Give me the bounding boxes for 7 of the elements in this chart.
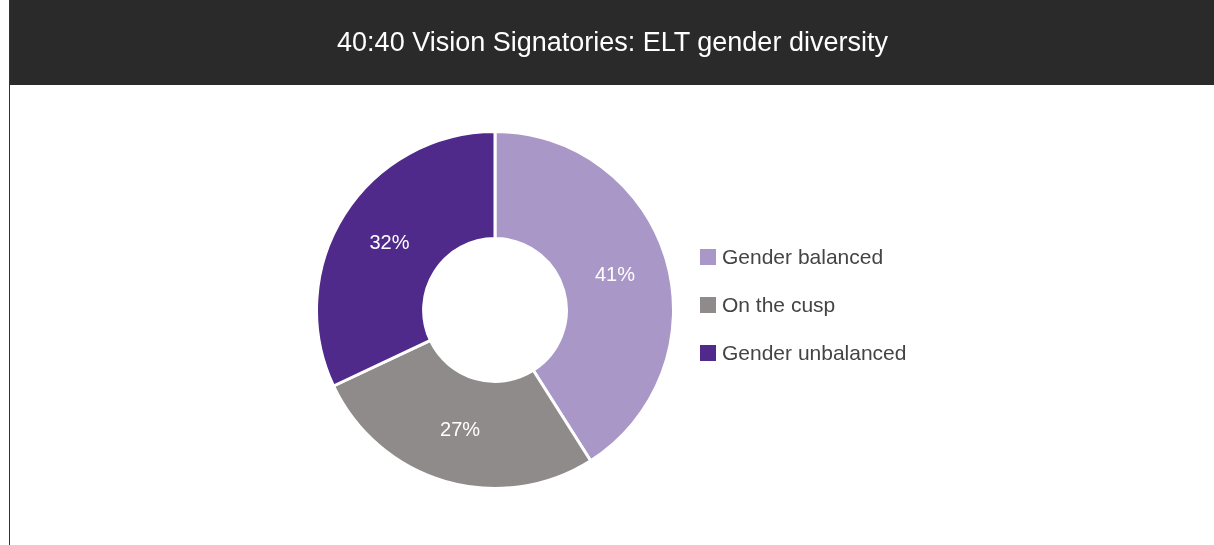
data-label: 32%	[369, 230, 410, 253]
data-label: 41%	[594, 262, 636, 285]
legend-label: On the cusp	[722, 293, 836, 317]
legend-label: Gender unbalanced	[722, 341, 907, 365]
data-label: 27%	[440, 417, 481, 440]
chart-title: 40:40 Vision Signatories: ELT gender diversity	[10, 0, 1214, 85]
legend-label: Gender balanced	[722, 245, 884, 269]
